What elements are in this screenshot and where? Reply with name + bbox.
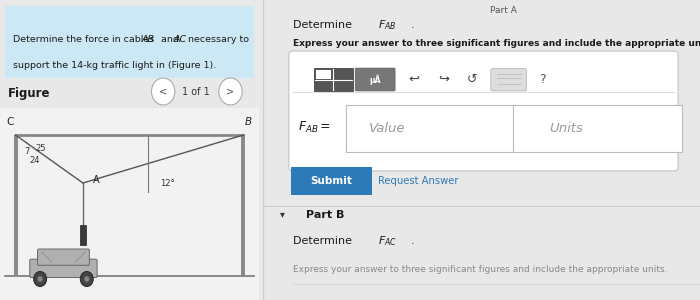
- Text: $F_{AC}$: $F_{AC}$: [379, 235, 398, 248]
- Text: $F_{AB}$: $F_{AB}$: [379, 19, 397, 32]
- Text: μÂ: μÂ: [370, 74, 381, 85]
- Text: A: A: [93, 175, 100, 185]
- Text: 7: 7: [25, 147, 30, 156]
- Circle shape: [84, 276, 90, 282]
- Text: 25: 25: [35, 144, 46, 153]
- Text: Figure: Figure: [8, 86, 50, 100]
- Text: .: .: [412, 236, 415, 247]
- Text: Units: Units: [550, 122, 584, 135]
- Bar: [0, 108, 259, 300]
- FancyBboxPatch shape: [355, 68, 395, 91]
- FancyBboxPatch shape: [491, 69, 526, 91]
- Text: ▾: ▾: [280, 209, 285, 220]
- FancyBboxPatch shape: [314, 68, 353, 91]
- Text: AC: AC: [174, 34, 187, 43]
- Text: support the 14-kg traffic light in (Figure 1).: support the 14-kg traffic light in (Figu…: [13, 61, 216, 70]
- Circle shape: [219, 78, 242, 105]
- Text: <: <: [159, 86, 167, 97]
- FancyBboxPatch shape: [288, 51, 678, 171]
- Circle shape: [38, 276, 43, 282]
- Text: Request Answer: Request Answer: [379, 176, 459, 186]
- Text: AB: AB: [141, 34, 154, 43]
- Circle shape: [80, 272, 93, 286]
- Text: necessary to: necessary to: [186, 34, 249, 43]
- Text: ?: ?: [539, 73, 546, 86]
- Text: Determine: Determine: [293, 20, 356, 31]
- Text: ↺: ↺: [468, 73, 477, 86]
- FancyBboxPatch shape: [5, 6, 254, 78]
- FancyBboxPatch shape: [513, 105, 682, 152]
- Text: ↩: ↩: [408, 73, 419, 86]
- Circle shape: [34, 272, 47, 286]
- Text: 24: 24: [29, 156, 40, 165]
- Text: C: C: [7, 118, 14, 128]
- FancyBboxPatch shape: [346, 105, 517, 152]
- FancyBboxPatch shape: [30, 259, 97, 278]
- Bar: [316, 70, 331, 79]
- Text: Part B: Part B: [307, 209, 344, 220]
- Text: 1 of 1: 1 of 1: [182, 86, 209, 97]
- Text: 12°: 12°: [160, 178, 175, 188]
- Text: Value: Value: [369, 122, 405, 135]
- Text: Determine: Determine: [293, 236, 356, 247]
- Text: and: and: [158, 34, 182, 43]
- Text: Express your answer to three significant figures and include the appropriate uni: Express your answer to three significant…: [293, 39, 700, 48]
- Text: B: B: [245, 118, 252, 128]
- Text: .: .: [412, 20, 415, 31]
- Text: Part A: Part A: [490, 6, 517, 15]
- Text: $F_{AB}=$: $F_{AB}=$: [298, 120, 330, 135]
- Text: ↪: ↪: [438, 73, 449, 86]
- FancyBboxPatch shape: [291, 167, 372, 195]
- Circle shape: [151, 78, 175, 105]
- Text: >: >: [226, 86, 234, 97]
- Text: Submit: Submit: [311, 176, 353, 186]
- Bar: [80, 225, 85, 244]
- Text: Determine the force in cables: Determine the force in cables: [13, 34, 158, 43]
- FancyBboxPatch shape: [38, 249, 90, 265]
- Text: Express your answer to three significant figures and include the appropriate uni: Express your answer to three significant…: [293, 266, 668, 274]
